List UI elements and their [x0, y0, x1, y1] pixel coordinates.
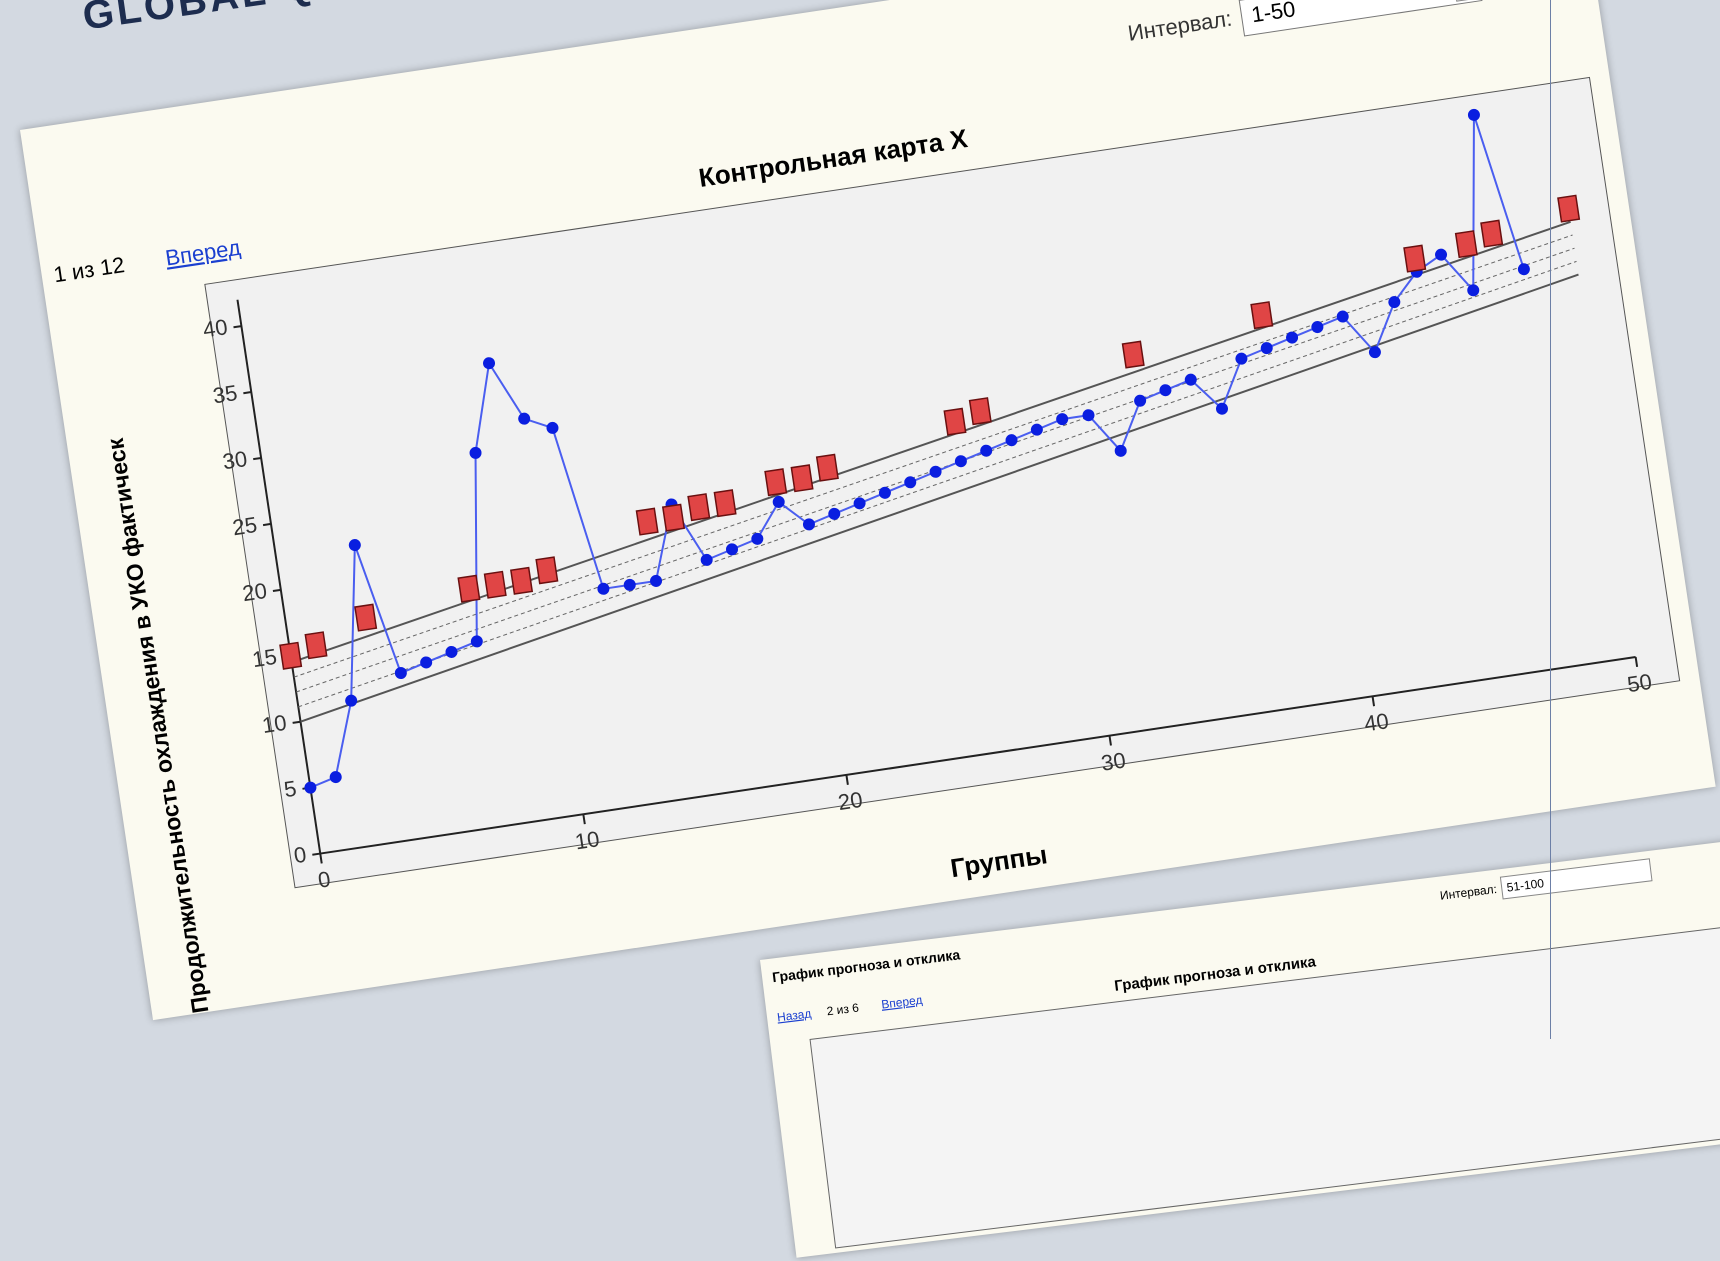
y-tick	[293, 722, 301, 723]
control-chart-panel: 1 из 12 Вперед Интервал: 1-50 Контрольна…	[20, 0, 1716, 1020]
page-counter: 2 из 6	[826, 1001, 860, 1019]
interval-label: Интервал:	[1439, 882, 1497, 903]
caption: График прогноза и отклика	[771, 946, 961, 985]
y-tick-label: 10	[260, 710, 288, 738]
alert-flag	[688, 494, 709, 520]
y-tick	[253, 458, 261, 459]
alert-flag	[1456, 231, 1477, 257]
alert-flag	[970, 398, 991, 424]
chart: 1 из 12 Вперед Интервал: 1-50 Контрольна…	[20, 0, 1716, 1020]
y-tick-label: 40	[201, 314, 229, 342]
y-tick	[312, 854, 320, 855]
page-title: GLOBAL QUAL	[80, 0, 409, 40]
alert-flag	[817, 455, 838, 481]
alert-flag	[511, 568, 532, 594]
alert-flag	[791, 465, 812, 491]
x-tick-label: 50	[1626, 669, 1654, 697]
y-tick	[263, 524, 271, 525]
y-axis-label: Продолжительность охлаждения в УКО факти…	[102, 436, 214, 1015]
alert-flag	[1251, 302, 1272, 328]
x-tick-label: 20	[836, 787, 864, 815]
y-tick-label: 15	[251, 644, 279, 672]
y-tick-label: 30	[221, 446, 249, 474]
alert-flag	[280, 643, 301, 669]
y-tick	[243, 392, 251, 393]
alert-flag	[1404, 245, 1425, 271]
back-link[interactable]: Назад	[776, 1006, 812, 1024]
alert-flag	[485, 572, 506, 598]
alert-flag	[944, 408, 965, 434]
page-counter: 1 из 12	[52, 252, 126, 287]
alert-flag	[1558, 195, 1579, 221]
y-tick	[234, 326, 242, 327]
alert-flag	[536, 557, 557, 583]
page: GLOBAL QUAL 1 из 12 Вперед Интервал: 1-5…	[0, 0, 1720, 1039]
alert-flag	[305, 632, 326, 658]
divider	[1550, 0, 1551, 1039]
x-axis-label: Группы	[948, 839, 1049, 883]
alert-flag	[636, 508, 657, 534]
x-tick-label: 10	[573, 826, 601, 854]
y-tick	[273, 590, 281, 591]
next-link[interactable]: Вперед	[881, 993, 924, 1012]
alert-flag	[765, 469, 786, 495]
alert-flag	[663, 504, 684, 530]
alert-flag	[714, 490, 735, 516]
alert-flag	[1123, 341, 1144, 367]
alert-flag	[1481, 220, 1502, 246]
interval-label: Интервал:	[1126, 6, 1233, 46]
y-tick-label: 20	[241, 578, 269, 606]
alert-flag	[458, 575, 479, 601]
x-tick-label: 30	[1099, 747, 1127, 775]
x-tick-label: 40	[1362, 708, 1390, 736]
next-link[interactable]: Вперед	[164, 235, 243, 271]
y-tick-label: 25	[231, 512, 259, 540]
y-tick-label: 35	[211, 380, 239, 408]
alert-flag	[355, 604, 376, 630]
